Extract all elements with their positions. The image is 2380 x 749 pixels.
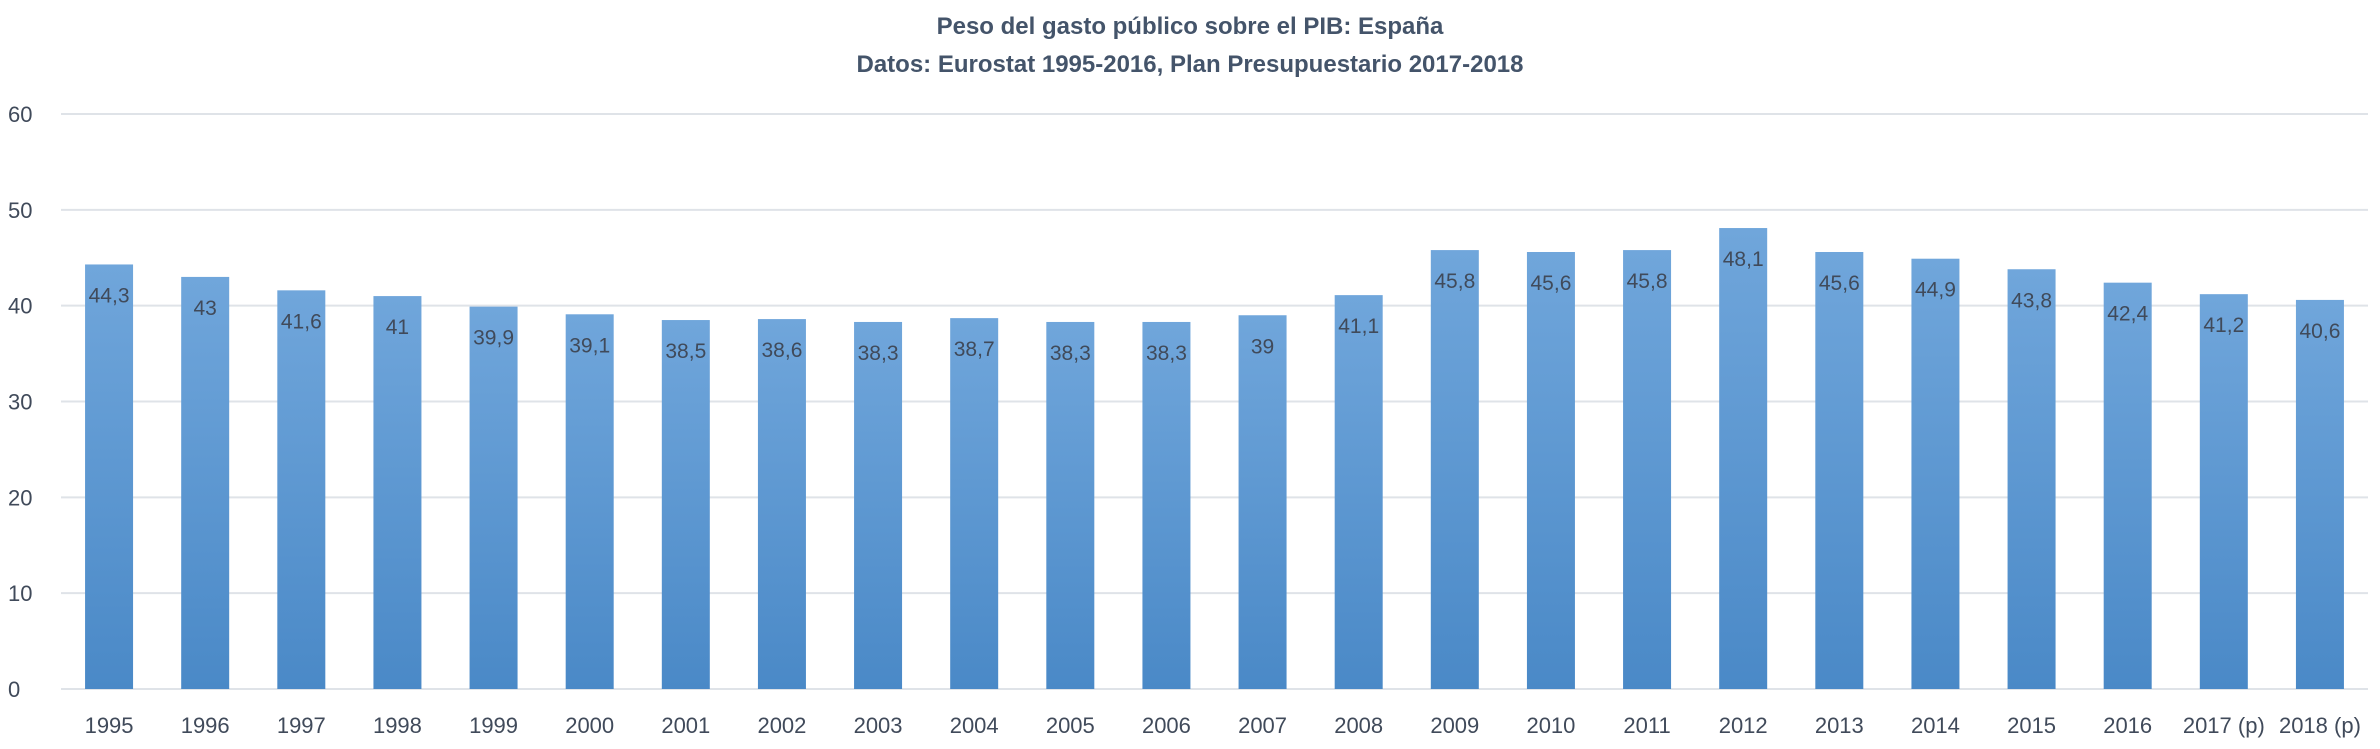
bar-2016: [2103, 282, 2152, 689]
data-label: 39,1: [569, 334, 610, 357]
bar-1996: [181, 276, 230, 689]
bar-2011: [1623, 250, 1672, 690]
bar-2000: [565, 314, 614, 689]
x-tick-label: 2011: [1623, 713, 1670, 738]
x-tick-label: 2003: [854, 713, 903, 738]
bar-2010: [1526, 252, 1575, 689]
bar-1995: [85, 264, 134, 689]
data-label: 38,5: [665, 340, 706, 363]
data-label: 45,8: [1434, 270, 1475, 293]
data-label: 44,3: [89, 284, 130, 307]
bar-2007: [1238, 315, 1287, 689]
y-tick-label: 60: [8, 102, 32, 127]
data-label: 41,1: [1338, 315, 1379, 338]
bar-2013: [1815, 252, 1864, 689]
bar-2018p: [2295, 299, 2344, 689]
bar-2001: [661, 320, 710, 689]
bar-1999: [469, 306, 518, 689]
bar-2003: [854, 321, 903, 689]
data-label: 38,7: [954, 338, 995, 361]
data-label: 43,8: [2011, 289, 2052, 312]
x-tick-label: 2013: [1815, 713, 1864, 738]
bar-2009: [1430, 250, 1479, 690]
bar-2012: [1719, 228, 1768, 689]
x-tick-label: 2009: [1430, 713, 1479, 738]
gridlines: [61, 113, 2368, 690]
data-label: 48,1: [1723, 248, 1764, 271]
chart-subtitle: Datos: Eurostat 1995-2016, Plan Presupue…: [857, 51, 1524, 78]
bar-1998: [373, 296, 422, 689]
x-tick-label: 1996: [181, 713, 230, 738]
y-tick-label: 10: [8, 581, 32, 606]
x-tick-label: 2000: [565, 713, 614, 738]
data-label: 38,6: [762, 339, 803, 362]
data-label: 38,3: [1050, 342, 1091, 365]
bars: 44,3 43 41,6 41 39,9 39,1 38,5 38,6 38,3 38,7 38,3…: [85, 228, 2344, 690]
bar-2006: [1142, 321, 1191, 689]
data-label: 41: [386, 316, 409, 339]
x-tick-label: 2012: [1719, 713, 1768, 738]
x-axis: 1995 1996 1997 1998 1999 2000 2001 2002 2003 2004…: [85, 713, 2361, 738]
y-tick-label: 20: [8, 485, 32, 510]
x-tick-label: 2010: [1526, 713, 1575, 738]
x-tick-label: 1995: [85, 713, 134, 738]
y-axis: 0 10 20 30 40 50 60: [8, 102, 32, 702]
bar-2004: [950, 318, 999, 689]
data-label: 41,2: [2203, 314, 2244, 337]
data-label: 45,8: [1627, 270, 1668, 293]
data-label: 45,6: [1531, 272, 1572, 295]
bar-2017p: [2199, 294, 2248, 689]
y-tick-label: 0: [8, 677, 20, 702]
data-label: 38,3: [1146, 342, 1187, 365]
x-tick-label: 2015: [2007, 713, 2056, 738]
data-label: 45,6: [1819, 272, 1860, 295]
data-label: 43: [194, 297, 217, 320]
x-tick-label: 2004: [950, 713, 999, 738]
x-tick-label: 1998: [373, 713, 422, 738]
bar-2008: [1334, 295, 1383, 689]
bar-2002: [757, 319, 806, 689]
x-tick-label: 2014: [1911, 713, 1960, 738]
bar-2015: [2007, 269, 2056, 689]
y-tick-label: 30: [8, 390, 32, 415]
data-label: 39: [1251, 335, 1274, 358]
x-tick-label: 2016: [2103, 713, 2152, 738]
y-tick-label: 40: [8, 294, 32, 319]
bar-1997: [277, 290, 326, 689]
bar-2014: [1911, 258, 1960, 689]
data-label: 42,4: [2107, 303, 2148, 326]
x-tick-label: 1997: [277, 713, 326, 738]
bar-2005: [1046, 321, 1095, 689]
x-tick-label: 2006: [1142, 713, 1191, 738]
y-tick-label: 50: [8, 198, 32, 223]
x-tick-label: 2017 (p): [2183, 713, 2265, 738]
x-tick-label: 2002: [757, 713, 806, 738]
data-label: 44,9: [1915, 279, 1956, 302]
data-label: 41,6: [281, 310, 322, 333]
x-tick-label: 2005: [1046, 713, 1095, 738]
x-tick-label: 2008: [1334, 713, 1383, 738]
x-tick-label: 2007: [1238, 713, 1287, 738]
data-label: 38,3: [858, 342, 899, 365]
data-label: 39,9: [473, 327, 514, 350]
data-label: 40,6: [2300, 320, 2341, 343]
x-tick-label: 1999: [469, 713, 518, 738]
x-tick-label: 2001: [661, 713, 710, 738]
chart-title: Peso del gasto público sobre el PIB: Esp…: [937, 13, 1444, 40]
x-tick-label: 2018 (p): [2279, 713, 2361, 738]
